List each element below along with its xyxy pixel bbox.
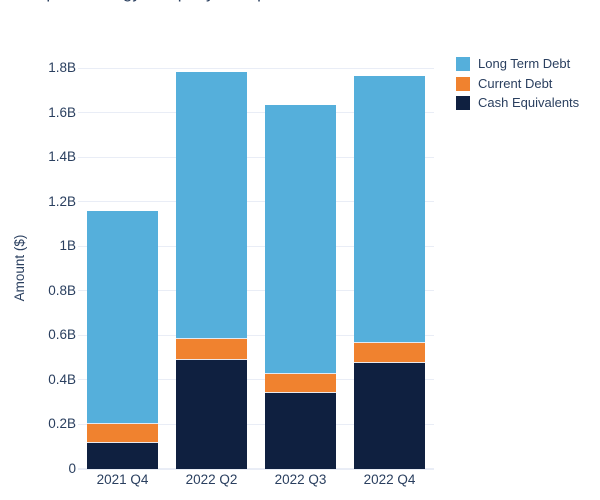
legend-swatch-cash-equivalents	[456, 96, 470, 110]
bar-segment-cash-equivalents-2021-q4	[87, 443, 158, 469]
gridline-1.8B	[78, 67, 434, 69]
gridline-0.2B	[78, 423, 434, 425]
bar-segment-cash-equivalents-2022-q2	[176, 359, 247, 469]
legend-label: Current Debt	[478, 75, 553, 91]
y-tick-label-1.8B: 1.8B	[48, 60, 76, 75]
gridline-1.6B	[78, 112, 434, 114]
legend-item-cash-equivalents[interactable]: Cash Equivalents	[456, 96, 579, 110]
bar-segment-cash-equivalents-2022-q3	[265, 393, 336, 469]
legend-item-long-term-debt[interactable]: Long Term Debt	[456, 57, 579, 71]
y-tick-label-1.2B: 1.2B	[48, 193, 76, 209]
gridline-1.4B	[78, 156, 434, 158]
legend-swatch-current-debt	[456, 76, 470, 91]
gridline-0.4B	[78, 379, 434, 381]
bar-segment-current-debt-2021-q4	[87, 424, 158, 444]
y-tick-label-0.4B: 0.4B	[48, 371, 76, 387]
y-tick-label-1.4B: 1.4B	[48, 149, 76, 165]
gridline-0.6B	[78, 334, 434, 336]
legend-item-current-debt[interactable]: Current Debt	[456, 75, 579, 91]
bar-segment-long-term-debt-2022-q4	[354, 75, 425, 344]
gridline-1.2B	[78, 201, 434, 203]
y-tick-label-0: 0	[68, 461, 76, 476]
bar-segment-current-debt-2022-q3	[265, 374, 336, 394]
x-tick-label-2021-q4: 2021 Q4	[96, 472, 149, 487]
gridline-0.8B	[78, 290, 434, 292]
x-axis-line	[78, 468, 434, 470]
y-tick-label-0.8B: 0.8B	[48, 282, 76, 298]
bar-segment-current-debt-2022-q2	[176, 338, 247, 360]
gridline-1B	[78, 245, 434, 247]
y-tick-label-1B: 1B	[59, 238, 76, 254]
bar-segment-long-term-debt-2022-q3	[265, 104, 336, 375]
bar-segment-long-term-debt-2022-q2	[176, 72, 247, 339]
legend-label: Cash Equivalents	[478, 95, 580, 110]
legend-label: Long Term Debt	[478, 56, 571, 71]
x-tick-label-2022-q3: 2022 Q3	[274, 472, 327, 487]
x-tick-label-2022-q4: 2022 Q4	[363, 472, 416, 487]
bar-segment-cash-equivalents-2022-q4	[354, 363, 425, 469]
legend: Long Term Debt Current Debt Cash Equivalen…	[456, 57, 579, 116]
chart-title-clipped: Graph of energy company debt position	[18, 0, 316, 1]
legend-swatch-long-term-debt	[456, 57, 470, 71]
y-tick-label-0.2B: 0.2B	[48, 416, 76, 432]
y-tick-label-0.6B: 0.6B	[48, 327, 76, 343]
x-tick-label-2022-q2: 2022 Q2	[185, 472, 238, 487]
bar-segment-current-debt-2022-q4	[354, 343, 425, 364]
y-tick-label-1.6B: 1.6B	[48, 104, 76, 120]
bar-segment-long-term-debt-2021-q4	[87, 210, 158, 425]
